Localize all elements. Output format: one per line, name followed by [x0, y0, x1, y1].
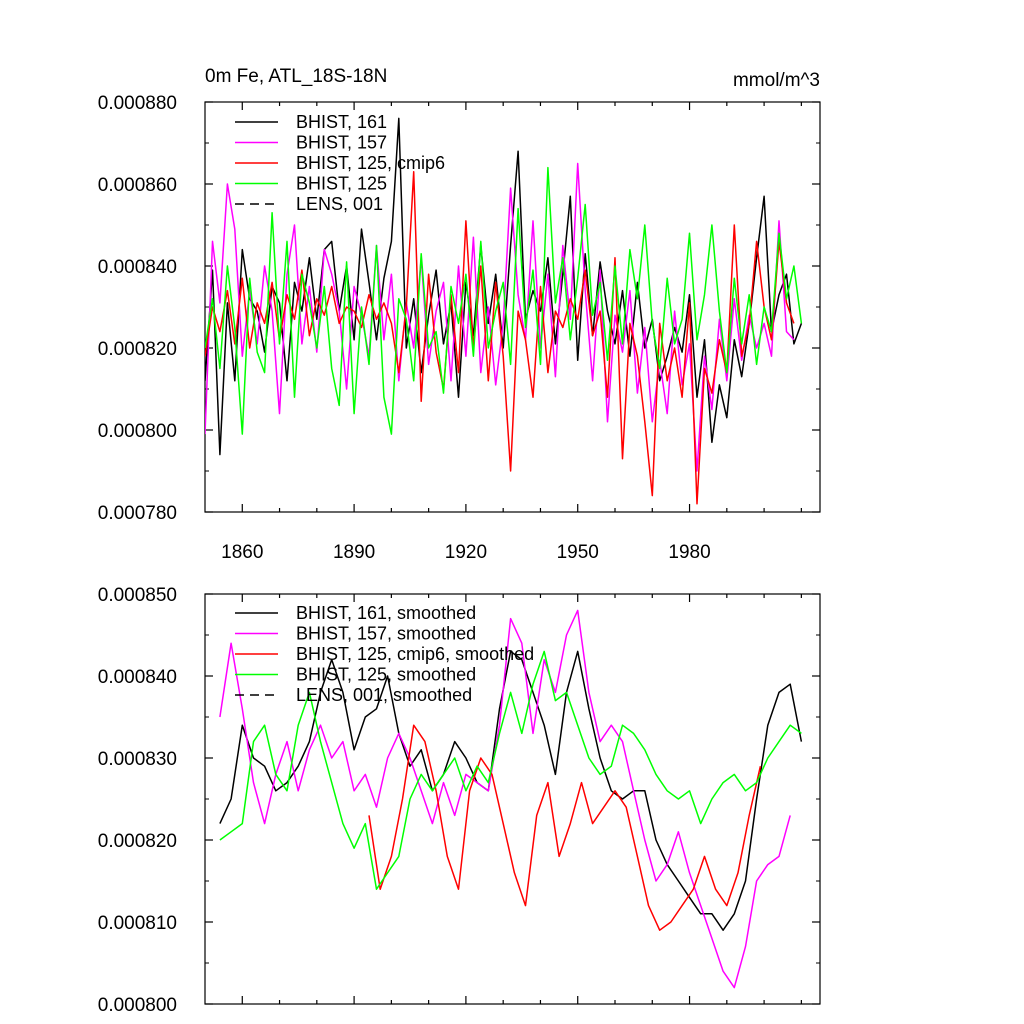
- top-series-line-4: [205, 166, 803, 435]
- bottom-series-group: [219, 609, 803, 989]
- top-legend-label: BHIST, 125, cmip6: [296, 153, 445, 173]
- top-x-tick-label: 1890: [333, 542, 375, 563]
- top-y-tick-label: 0.000800: [98, 421, 177, 442]
- top-y-tick-label: 0.000840: [98, 257, 177, 278]
- top-y-tick-label: 0.000880: [98, 93, 177, 114]
- bottom-y-tick-label: 0.000830: [98, 749, 177, 770]
- top-x-tick-label: 1920: [445, 542, 487, 563]
- top-panel-units: mmol/m^3: [733, 70, 820, 91]
- bottom-legend-label: BHIST, 161, smoothed: [296, 603, 476, 623]
- top-x-tick-label: 1980: [668, 542, 710, 563]
- top-legend-label: LENS, 001: [296, 194, 383, 214]
- top-x-tick-label: 1860: [221, 542, 263, 563]
- top-series-line-3: [205, 170, 795, 505]
- top-panel: 0m Fe, ATL_18S-18N mmol/m^3 0.000780 0.00…: [98, 66, 821, 563]
- top-y-tick-label: 0.000780: [98, 503, 177, 524]
- bottom-y-tick-label: 0.000800: [98, 995, 177, 1016]
- bottom-series-line-2: [219, 609, 791, 989]
- top-legend-label: BHIST, 161: [296, 112, 387, 132]
- bottom-legend-label: BHIST, 125, cmip6, smoothed: [296, 644, 534, 664]
- top-y-tick-label: 0.000860: [98, 175, 177, 196]
- bottom-y-tick-label: 0.000850: [98, 585, 177, 606]
- bottom-legend-label: BHIST, 157, smoothed: [296, 624, 476, 644]
- bottom-series-line-3: [368, 724, 762, 931]
- bottom-series-line-1: [219, 650, 803, 931]
- bottom-y-tick-label: 0.000820: [98, 831, 177, 852]
- bottom-legend-label: LENS, 001, smoothed: [296, 685, 472, 705]
- bottom-y-tick-label: 0.000840: [98, 667, 177, 688]
- bottom-series-line-4: [219, 650, 802, 890]
- top-y-tick-label: 0.000820: [98, 339, 177, 360]
- top-legend-label: BHIST, 125: [296, 174, 387, 194]
- bottom-y-tick-label: 0.000810: [98, 913, 177, 934]
- bottom-legend-label: BHIST, 125, smoothed: [296, 665, 476, 685]
- top-series-line-2: [205, 162, 795, 472]
- bottom-panel: 0.000800 0.000810 0.000820 0.000830 0.000840…: [98, 585, 821, 1016]
- top-legend-label: BHIST, 157: [296, 133, 387, 153]
- top-series-group: [205, 117, 803, 505]
- top-panel-title: 0m Fe, ATL_18S-18N: [205, 66, 387, 87]
- top-x-tick-label: 1950: [557, 542, 599, 563]
